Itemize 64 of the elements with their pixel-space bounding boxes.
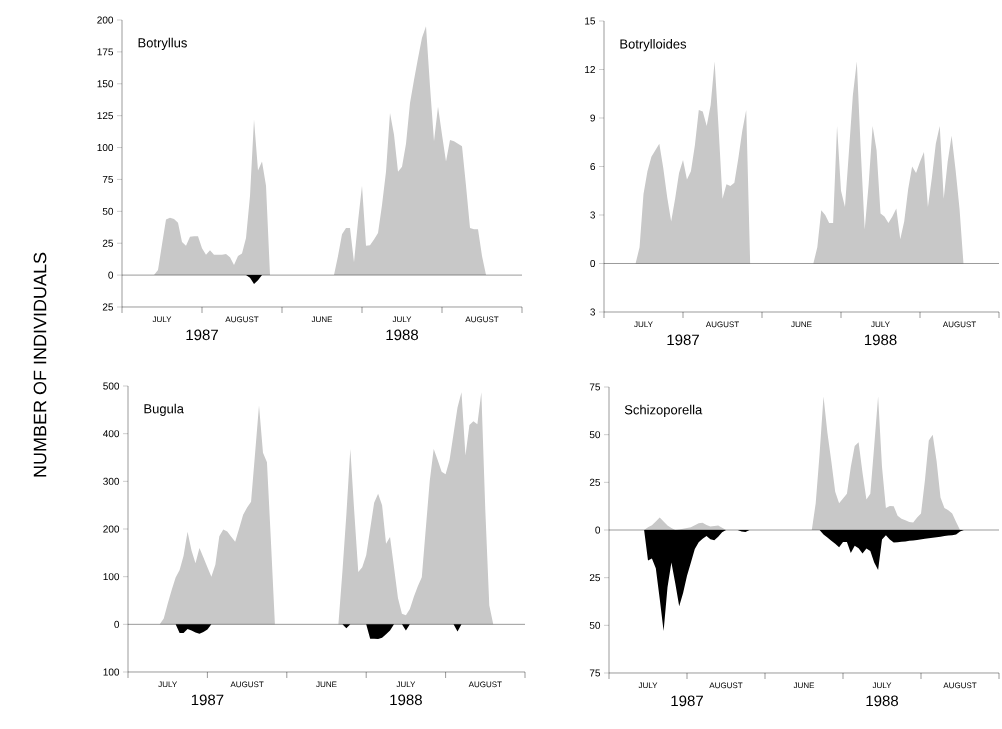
y-tick-label: 400 <box>103 430 120 438</box>
y-tick-label: 200 <box>103 525 120 533</box>
x-tick-label: AUGUST <box>709 682 743 689</box>
x-tick-label: AUGUST <box>468 681 502 688</box>
x-tick-label: AUGUST <box>465 316 499 323</box>
y-tick-label: 150 <box>97 80 114 88</box>
text: Botryllus <box>138 37 187 50</box>
y-tick-label: 25 <box>589 574 601 582</box>
x-tick-label: JUNE <box>791 321 812 328</box>
x-tick-label: JULY <box>152 316 172 323</box>
y-tick-label: 50 <box>102 207 114 215</box>
text: 1988 <box>390 694 422 706</box>
x-tick-label: JULY <box>158 681 178 688</box>
x-tick-label: JULY <box>871 321 890 328</box>
x-tick-label: JULY <box>392 316 412 323</box>
y-tick-label: 0 <box>590 259 596 268</box>
x-tick-label: JUNE <box>316 681 337 688</box>
y-tick-label: 9 <box>590 114 596 122</box>
y-tick-label: 200 <box>97 16 114 24</box>
text: Schizoporella <box>624 404 703 417</box>
y-tick-label: 75 <box>102 175 114 183</box>
x-tick-label: AUGUST <box>225 316 259 323</box>
text: 1987 <box>186 329 218 341</box>
y-axis-title: NUMBER OF INDIVIDUALS <box>33 252 47 477</box>
y-tick-label: 6 <box>590 162 596 171</box>
y-tick-label: 50 <box>589 621 601 629</box>
y-tick-label: 0 <box>108 271 114 279</box>
y-tick-label: 300 <box>103 477 120 485</box>
y-tick-label: 100 <box>97 144 114 152</box>
y-tick-label: 15 <box>585 17 596 25</box>
y-tick-label: 75 <box>589 669 601 677</box>
x-tick-label: AUGUST <box>943 682 977 689</box>
y-tick-label: 75 <box>589 383 601 391</box>
text: Botrylloides <box>620 39 687 52</box>
x-tick-label: AUGUST <box>705 321 739 328</box>
x-tick-label: JUNE <box>311 316 333 323</box>
x-tick-label: JULY <box>638 682 658 689</box>
y-tick-label: 175 <box>97 48 114 56</box>
y-tick-label: 0 <box>114 620 120 628</box>
y-tick-label: 25 <box>102 239 114 247</box>
x-tick-label: JULY <box>872 682 892 689</box>
x-tick-label: AUGUST <box>230 681 264 688</box>
y-tick-label: 12 <box>585 66 595 73</box>
y-tick-label: 0 <box>595 526 601 534</box>
y-tick-label: 125 <box>97 112 114 120</box>
x-tick-label: JULY <box>634 321 653 328</box>
y-tick-label: 500 <box>103 382 120 390</box>
text: 1987 <box>667 334 699 346</box>
text: 1988 <box>386 329 419 341</box>
y-tick-label: 100 <box>103 668 120 676</box>
text: Bugula <box>144 403 184 416</box>
x-tick-label: AUGUST <box>942 321 976 328</box>
x-tick-label: JULY <box>396 681 416 688</box>
x-tick-label: JUNE <box>793 682 815 689</box>
y-tick-label: 25 <box>102 303 114 311</box>
text: 1987 <box>191 694 224 706</box>
text: 1988 <box>864 334 897 346</box>
y-tick-label: 100 <box>103 573 120 581</box>
y-tick-label: 3 <box>590 211 596 219</box>
y-tick-label: 50 <box>589 431 601 439</box>
text: 1988 <box>866 695 899 707</box>
y-tick-label: 25 <box>589 478 601 486</box>
y-tick-label: 3 <box>590 308 596 316</box>
text: 1987 <box>671 695 703 707</box>
